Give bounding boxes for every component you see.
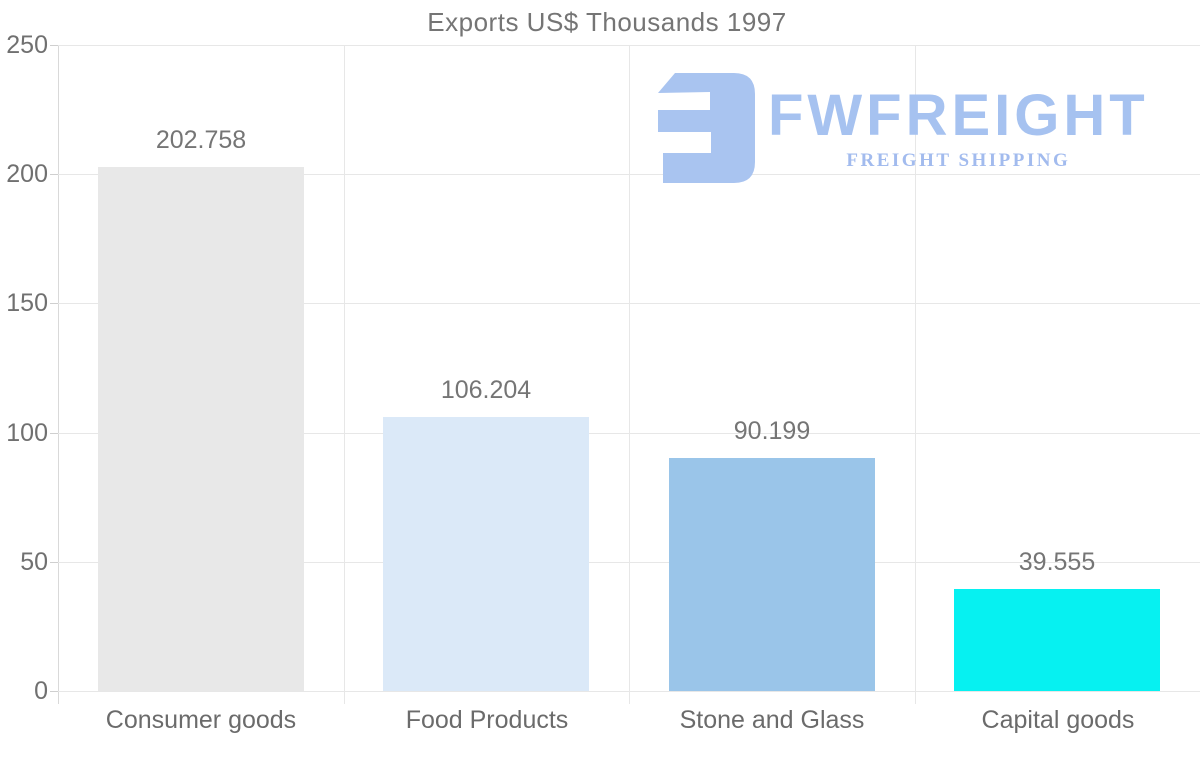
y-axis-tick-label: 200 [6, 160, 48, 188]
bar-value-label-consumer-goods: 202.758 [155, 126, 247, 154]
bar-stone-and-glass [669, 458, 875, 691]
brand-logo-icon [658, 73, 755, 183]
y-axis-tick [50, 45, 58, 46]
x-axis-category-label-stone-and-glass: Stone and Glass [679, 706, 865, 734]
bar-value-label-capital-goods: 39.555 [1018, 548, 1096, 576]
bar-value-label-food-products: 106.204 [440, 376, 532, 404]
brand-name: FWFREIGHT [768, 83, 1149, 148]
x-axis-category-label-consumer-goods: Consumer goods [105, 706, 297, 734]
bar-consumer-goods [98, 167, 304, 691]
gridline-x-1 [344, 45, 345, 704]
y-axis-tick [50, 303, 58, 304]
y-axis-tick-label: 100 [6, 419, 48, 447]
brand-text-block: FWFREIGHT FREIGHT SHIPPING [768, 70, 1149, 172]
y-axis-tick [50, 691, 58, 692]
y-axis-tick-label: 250 [6, 31, 48, 59]
bar-capital-goods [954, 589, 1160, 691]
y-axis-tick [50, 562, 58, 563]
bar-food-products [383, 417, 589, 691]
y-axis-tick-label: 0 [34, 677, 48, 705]
gridline-x-2 [629, 45, 630, 704]
x-axis-category-label-capital-goods: Capital goods [981, 706, 1135, 734]
plot-area: 202.758 106.204 90.199 39.555 [58, 45, 1200, 704]
gridline-x-3 [915, 45, 916, 704]
brand-watermark: FWFREIGHT FREIGHT SHIPPING [650, 70, 1149, 183]
bar-value-label-stone-and-glass: 90.199 [733, 417, 811, 445]
y-axis-tick-label: 50 [20, 548, 48, 576]
y-axis-tick-label: 150 [6, 289, 48, 317]
y-axis-tick [50, 174, 58, 175]
brand-tagline: FREIGHT SHIPPING [846, 150, 1071, 171]
y-axis-tick [50, 433, 58, 434]
x-axis-category-label-food-products: Food Products [405, 706, 569, 734]
y-axis-line [58, 45, 59, 704]
chart-title: Exports US$ Thousands 1997 [427, 7, 787, 37]
